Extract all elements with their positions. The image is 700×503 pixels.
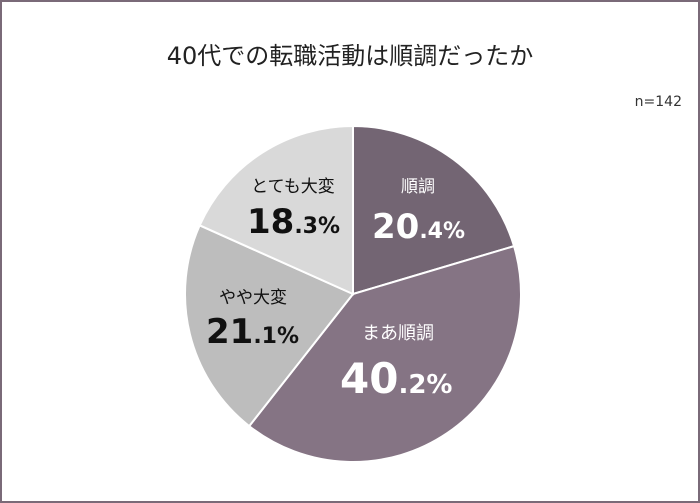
slice-percent-label: 20.4% <box>372 207 465 247</box>
slice-percent-label: 18.3% <box>247 202 340 242</box>
slice-category-label: とても大変 <box>251 177 335 197</box>
sample-size-note: n=142 <box>634 94 682 110</box>
chart-title: 40代での転職活動は順調だったか <box>166 42 534 70</box>
slice-percent-label: 40.2% <box>340 354 452 403</box>
slice-category-label: まあ順調 <box>362 323 434 344</box>
pie-slice <box>198 124 354 296</box>
pie-slice <box>352 124 516 296</box>
slice-category-label: 順調 <box>401 177 435 197</box>
slice-category-label: やや大変 <box>219 288 287 308</box>
pie-slice <box>247 244 522 463</box>
slice-percent-label: 21.1% <box>206 312 299 352</box>
